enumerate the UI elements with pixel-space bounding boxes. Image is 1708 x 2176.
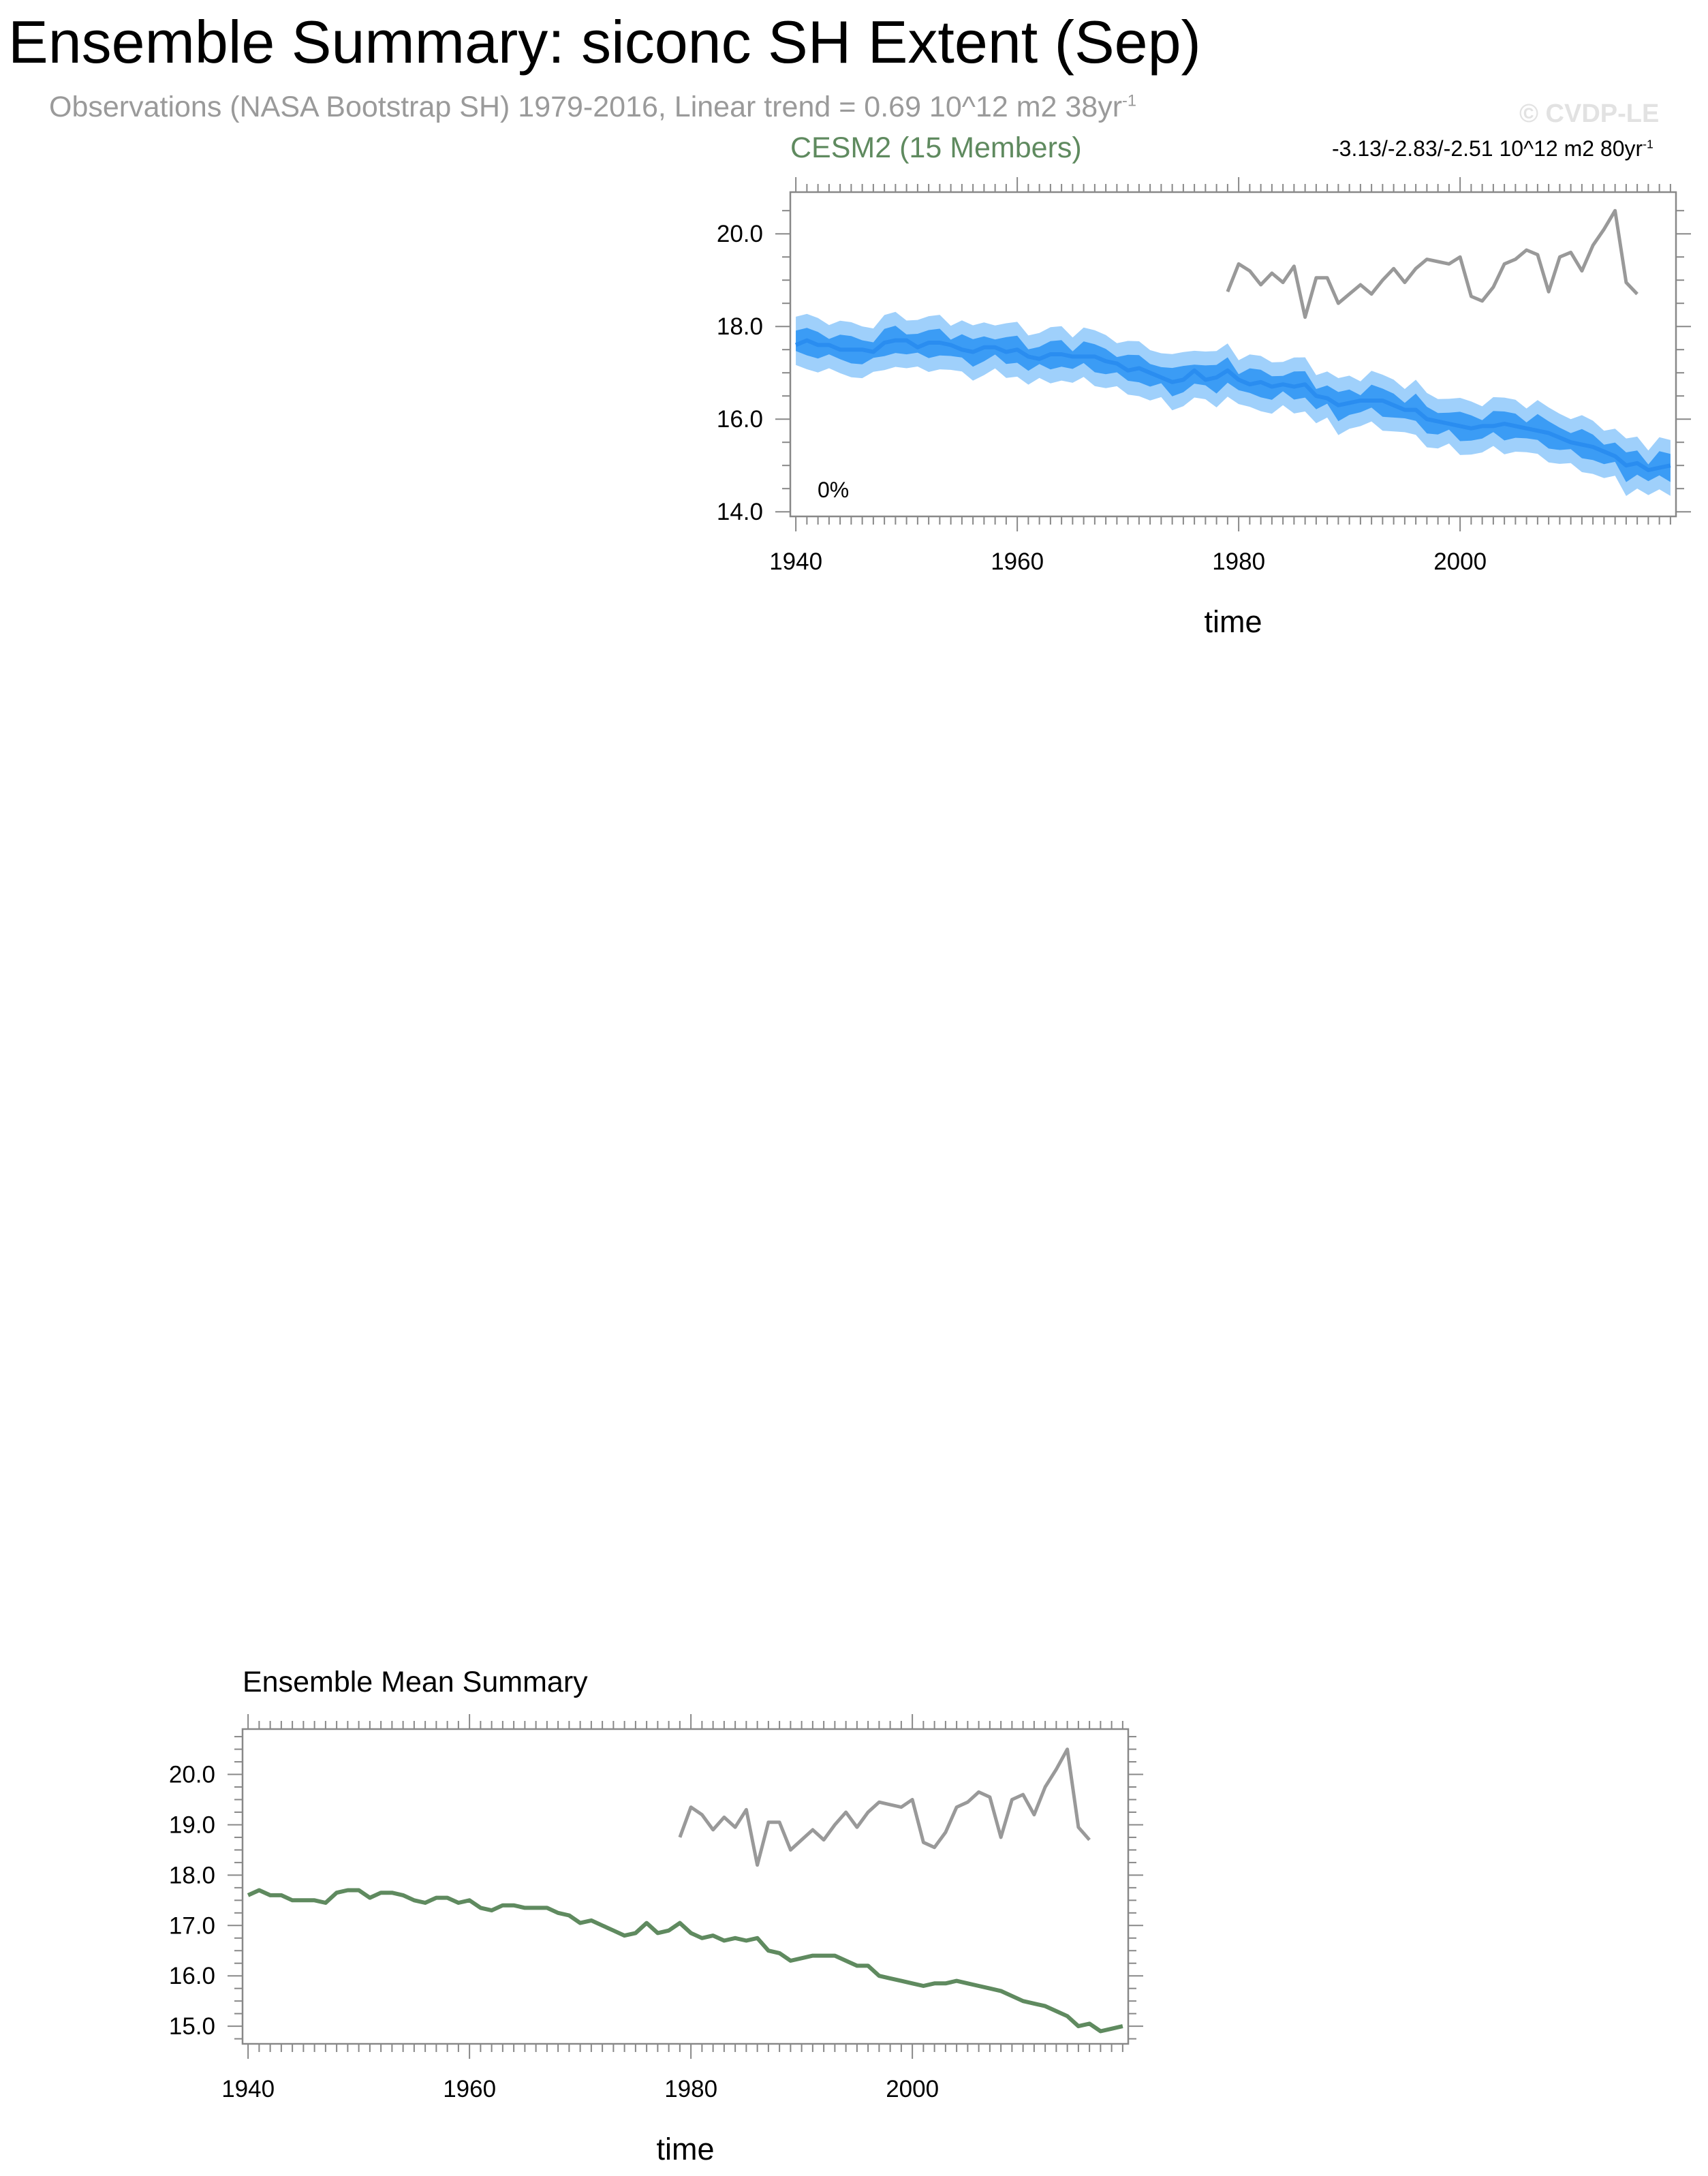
observations-line <box>1226 208 1639 320</box>
observations-subtitle: Observations (NASA Bootstrap SH) 1979-20… <box>49 93 1136 122</box>
y-tick-label: 17.0 <box>169 1912 215 1939</box>
x-axis-label: time <box>656 2132 714 2166</box>
ensemble-mean-panel-title: Ensemble Mean Summary <box>243 1666 588 1698</box>
y-tick-label: 16.0 <box>169 1963 215 1989</box>
x-tick-label: 1960 <box>443 2076 496 2102</box>
y-tick-label: 18.0 <box>717 313 763 340</box>
cesm2-ensemble-panel: 1940 1960 1980 2000 14.0 16.0 18.0 20.0 time 0% <box>717 177 1691 639</box>
plot-frame <box>789 191 1677 518</box>
credit-watermark: © CVDP-LE <box>1519 99 1660 128</box>
observations-subtitle-text: Observations (NASA Bootstrap SH) 1979-20… <box>49 91 1123 123</box>
y-tick-label: 14.0 <box>717 499 763 525</box>
x-tick-label: 1940 <box>221 2076 275 2102</box>
x-tick-label: 2000 <box>886 2076 939 2102</box>
y-tick-label: 16.0 <box>717 406 763 433</box>
x-tick-label: 1960 <box>991 548 1044 575</box>
x-tick-label: 1980 <box>664 2076 717 2102</box>
y-tick-label: 20.0 <box>717 221 763 247</box>
observations-line <box>678 1747 1091 1867</box>
ensemble-mean-line <box>794 338 1671 472</box>
x-tick-label: 1940 <box>769 548 822 575</box>
plot-frame <box>241 1728 1130 2045</box>
cesm2-trend-label: -3.13/-2.83/-2.51 10^12 m2 80yr-1 <box>1332 138 1653 159</box>
percent-annotation: 0% <box>818 478 849 502</box>
y-tick-label: 18.0 <box>169 1862 215 1889</box>
ensemble-mean-panel: 1940 1960 1980 2000 15.0 16.0 17.0 18.0 19.0 20.0… <box>169 1714 1143 2166</box>
ensemble-mean-line <box>247 1888 1123 2034</box>
x-tick-label: 2000 <box>1433 548 1487 575</box>
cesm2-trend-label-text: -3.13/-2.83/-2.51 10^12 m2 80yr <box>1332 136 1643 161</box>
cesm2-panel-title: CESM2 (15 Members) <box>790 131 1082 164</box>
y-tick-label: 19.0 <box>169 1812 215 1838</box>
page-title: Ensemble Summary: siconc SH Extent (Sep) <box>8 8 1201 76</box>
y-tick-label: 15.0 <box>169 2013 215 2040</box>
y-tick-label: 20.0 <box>169 1762 215 1788</box>
x-tick-label: 1980 <box>1212 548 1265 575</box>
observations-subtitle-exponent: -1 <box>1122 92 1137 110</box>
cesm2-trend-label-exponent: -1 <box>1643 137 1653 151</box>
x-axis-label: time <box>1204 604 1262 639</box>
